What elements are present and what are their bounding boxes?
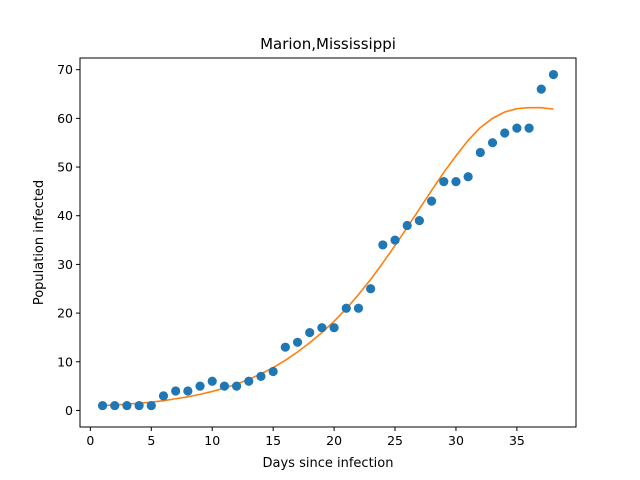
data-point: [414, 215, 425, 226]
y-tick-label: 40: [57, 208, 73, 223]
y-tick-label: 50: [57, 160, 73, 175]
fit-line: [102, 106, 554, 407]
data-point: [268, 366, 278, 377]
data-point: [256, 371, 266, 381]
y-axis-label: Population infected: [32, 180, 47, 305]
data-point: [305, 327, 315, 338]
data-point: [280, 342, 290, 352]
plot-area: [79, 57, 577, 428]
data-point: [475, 147, 485, 158]
data-point: [439, 177, 449, 187]
y-tick-label: 0: [65, 403, 73, 418]
data-point: [524, 123, 534, 133]
data-point: [183, 386, 193, 396]
data-point: [122, 400, 132, 411]
data-point: [219, 381, 230, 391]
x-axis-ticks: 0 5 10 15 20 25 30 35: [86, 427, 525, 448]
data-point: [487, 138, 498, 148]
data-point: [463, 172, 473, 182]
axes-frame: [79, 57, 577, 428]
y-tick-label: 10: [57, 354, 73, 369]
fit-line-layer: [102, 106, 554, 407]
data-point: [500, 128, 510, 138]
x-tick-label: 35: [509, 433, 525, 448]
data-point: [244, 376, 254, 386]
data-point: [451, 177, 461, 187]
data-point: [195, 381, 205, 391]
data-point: [97, 400, 108, 411]
data-point: [110, 400, 120, 411]
data-point: [426, 196, 437, 206]
y-tick-label: 30: [57, 257, 73, 272]
y-axis-ticks: 0 10 20 30 40 50 60 70: [57, 62, 80, 418]
x-tick-label: 30: [448, 433, 464, 448]
data-point: [146, 400, 156, 411]
data-point: [292, 337, 303, 347]
y-tick-label: 60: [57, 111, 73, 126]
data-point: [548, 69, 559, 80]
data-point: [341, 303, 351, 313]
data-point: [158, 391, 169, 401]
scatter-points-layer: [97, 69, 559, 411]
data-point: [512, 123, 522, 133]
data-point: [317, 323, 327, 333]
chart-title: Marion,Mississippi: [260, 35, 396, 53]
data-point: [390, 235, 400, 245]
x-axis-label: Days since infection: [263, 456, 394, 471]
data-point: [134, 400, 144, 411]
x-tick-label: 15: [265, 433, 281, 448]
data-point: [378, 240, 388, 250]
data-point: [536, 84, 546, 94]
x-tick-label: 25: [387, 433, 403, 448]
data-point: [353, 303, 364, 313]
data-point: [329, 323, 339, 333]
x-tick-label: 5: [147, 433, 155, 448]
data-point: [231, 381, 242, 391]
data-point: [171, 386, 181, 396]
y-tick-label: 20: [57, 306, 73, 321]
data-point: [207, 376, 217, 386]
x-tick-label: 10: [204, 433, 220, 448]
x-tick-label: 0: [86, 433, 94, 448]
x-tick-label: 20: [326, 433, 342, 448]
data-point: [366, 284, 376, 294]
data-point: [402, 220, 412, 231]
y-tick-label: 70: [57, 62, 73, 77]
